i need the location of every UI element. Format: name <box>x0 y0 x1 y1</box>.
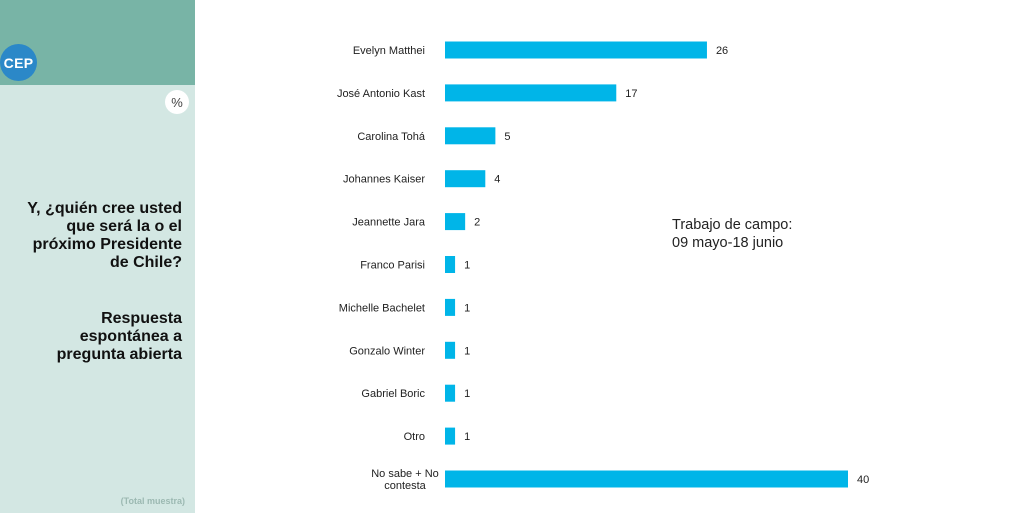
category-label-line: No sabe + No <box>371 468 439 480</box>
bar <box>445 427 456 445</box>
bar <box>445 470 848 488</box>
category-label-line: Otro <box>404 431 425 443</box>
category-label: José Antonio Kast <box>337 88 425 100</box>
fieldwork-title: Trabajo de campo: <box>672 217 793 233</box>
category-label-line: Gonzalo Winter <box>349 345 425 357</box>
bar <box>445 341 456 359</box>
category-label-line: Carolina Tohá <box>357 131 426 143</box>
category-label: Carolina Tohá <box>357 131 426 143</box>
fieldwork-note: Trabajo de campo: 09 mayo-18 junio <box>672 216 792 252</box>
sample-footnote: (Total muestra) <box>120 496 185 506</box>
cep-logo: CEP <box>0 44 37 81</box>
bar <box>445 41 707 59</box>
bar <box>445 127 496 145</box>
value-label: 1 <box>464 302 470 314</box>
category-label-line: Gabriel Boric <box>361 388 425 400</box>
category-label: Johannes Kaiser <box>343 174 425 186</box>
category-label-line: Evelyn Matthei <box>353 45 425 57</box>
category-label: Franco Parisi <box>360 260 425 272</box>
value-label: 5 <box>504 131 510 143</box>
category-label-line: Franco Parisi <box>360 260 425 272</box>
value-label: 40 <box>857 474 869 486</box>
category-label: No sabe + No contesta <box>371 468 439 492</box>
category-label: Michelle Bachelet <box>339 302 425 314</box>
category-label: Evelyn Matthei <box>353 45 425 57</box>
category-label-line: Jeannette Jara <box>352 217 426 229</box>
bar <box>445 298 456 316</box>
unit-badge: % <box>165 90 189 114</box>
category-label-line: Johannes Kaiser <box>343 174 425 186</box>
sidebar: CEP % Y, ¿quién cree usted que será la o… <box>0 0 195 513</box>
value-label: 1 <box>464 260 470 272</box>
category-label: Gonzalo Winter <box>349 345 425 357</box>
bar <box>445 256 456 273</box>
value-label: 1 <box>464 431 470 443</box>
value-label: 26 <box>716 45 728 57</box>
value-label: 4 <box>494 174 500 186</box>
question-text: Y, ¿quién cree usted que será la o el pr… <box>27 200 182 271</box>
value-label: 1 <box>464 345 470 357</box>
category-label: Gabriel Boric <box>361 388 425 400</box>
bar <box>445 213 466 231</box>
fieldwork-dates: 09 mayo-18 junio <box>672 235 784 251</box>
question-subtitle: Respuesta espontánea a pregunta abierta <box>56 310 182 363</box>
value-label: 2 <box>474 217 480 229</box>
category-label: Jeannette Jara <box>352 217 426 229</box>
value-label: 17 <box>625 88 637 100</box>
category-label-line: Michelle Bachelet <box>339 302 425 314</box>
category-label-line: José Antonio Kast <box>337 88 425 100</box>
value-label: 1 <box>464 388 470 400</box>
category-label-line: contesta <box>384 480 426 492</box>
bar <box>445 170 486 188</box>
bar <box>445 84 617 102</box>
bar <box>445 384 456 402</box>
category-label: Otro <box>404 431 425 443</box>
